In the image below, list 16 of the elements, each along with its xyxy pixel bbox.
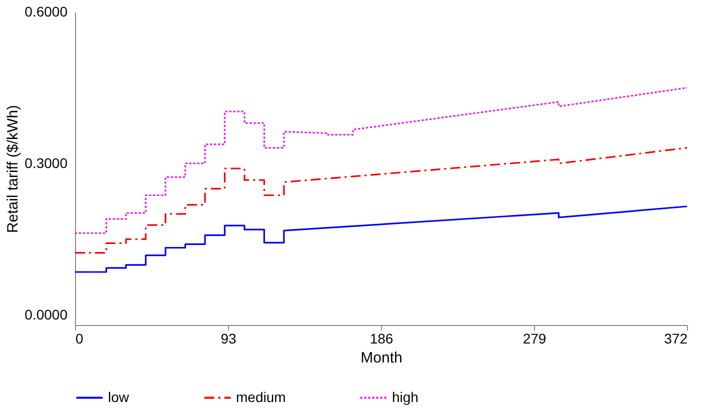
x-axis-title: Month [360,350,402,366]
y-tick-label: 0.3000 [24,154,68,171]
x-tick-label: 93 [220,330,236,346]
legend-label: low [108,388,130,405]
x-tick-label: 279 [522,330,546,346]
x-tick-label: 372 [664,330,688,346]
y-tick-label: 0.0000 [24,306,68,322]
line-series [74,147,688,254]
legend-label: high [392,388,418,405]
y-axis-title: Retail tariff ($/kWh) [4,104,22,234]
x-tick-label: 0 [76,330,84,346]
x-tick-label: 186 [370,330,394,346]
legend-label: medium [236,388,286,405]
y-tick-label: 0.6000 [24,4,68,20]
line-series [74,206,688,273]
line-series [74,86,688,234]
